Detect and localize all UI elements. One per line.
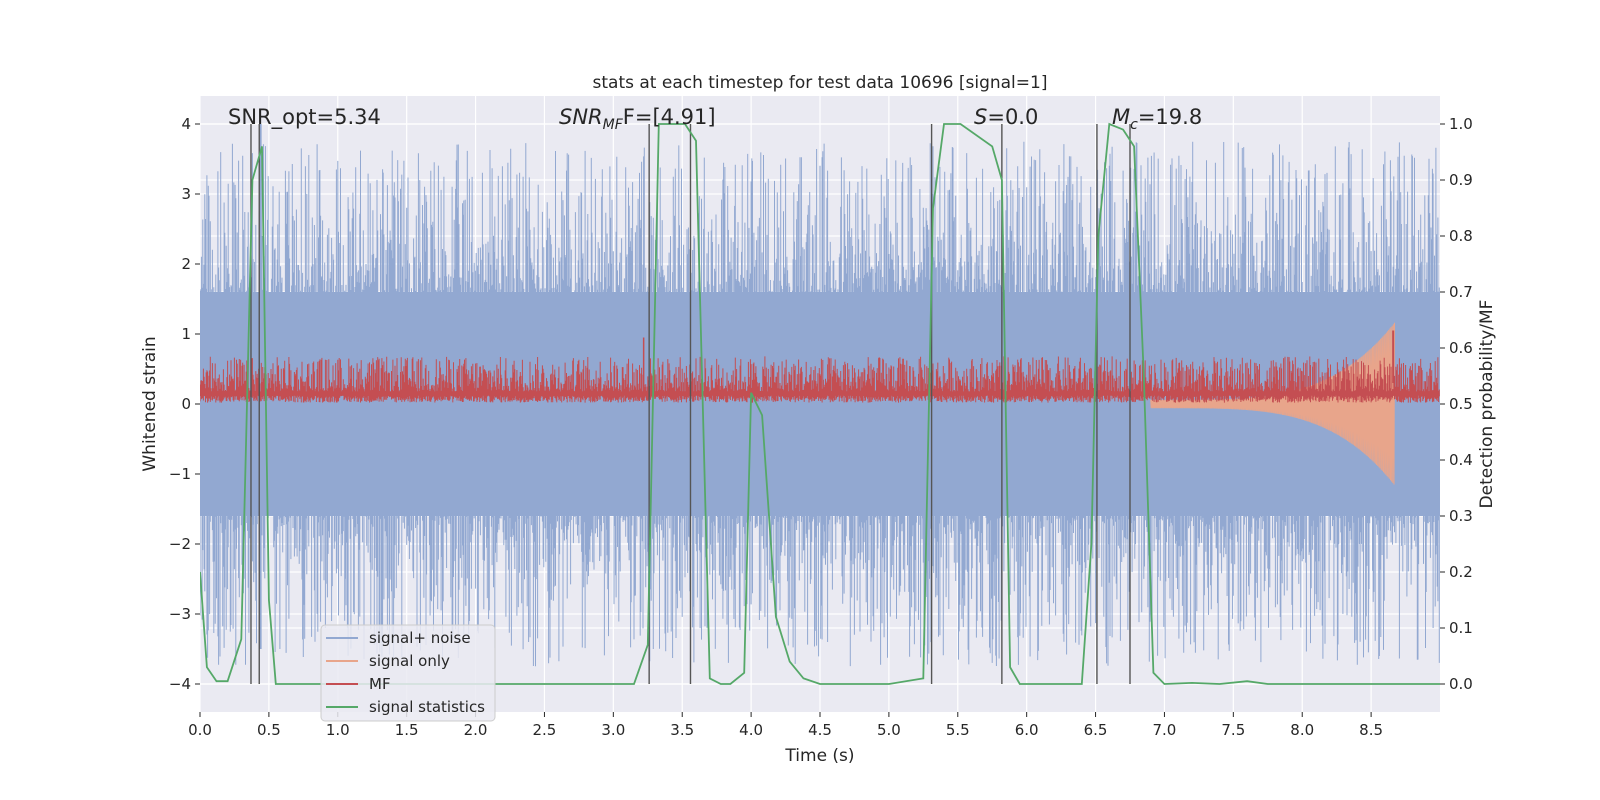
legend-label-signal-only: signal only <box>369 652 450 670</box>
y-tick-label: −1 <box>169 465 191 483</box>
annotation-snr-mf-symbol: SNR <box>559 105 603 129</box>
legend-label-signal-noise: signal+ noise <box>369 629 471 647</box>
mf-band <box>200 356 1440 403</box>
x-tick-label: 1.0 <box>326 721 350 739</box>
chart-title: stats at each timestep for test data 106… <box>593 73 1048 93</box>
mf-series <box>200 330 1440 403</box>
x-tick-label: 7.0 <box>1153 721 1177 739</box>
y2-tick-label: 0.6 <box>1449 339 1473 357</box>
legend-label-signal-statistics: signal statistics <box>369 698 485 716</box>
x-tick-label: 3.5 <box>670 721 694 739</box>
annotation-mc-symbol: M <box>1112 105 1130 129</box>
x-tick-label: 6.5 <box>1084 721 1108 739</box>
x-tick-label: 0.0 <box>188 721 212 739</box>
signal-statistics-line <box>200 122 1440 685</box>
y2-tick-label: 0.4 <box>1449 451 1473 469</box>
y2-tick-label: 0.0 <box>1449 675 1473 693</box>
annotation-s-value: =0.0 <box>987 105 1038 129</box>
x-tick-label: 1.5 <box>395 721 419 739</box>
annotation-snr-mf-value: F=[4.91] <box>623 105 716 129</box>
annotation-snr-opt: SNR_opt=5.34 <box>228 105 381 130</box>
y2-tick-label: 0.3 <box>1449 507 1473 525</box>
annotation-mc-subscript: c <box>1130 117 1138 133</box>
annotation-s-symbol: S <box>974 105 987 129</box>
vertical-markers <box>250 124 1131 684</box>
y2-tick-label: 0.2 <box>1449 563 1473 581</box>
y2-tick-label: 0.9 <box>1449 171 1473 189</box>
x-tick-label: 2.5 <box>533 721 557 739</box>
signal-statistics-series <box>200 122 1440 685</box>
y2-tick-label: 0.5 <box>1449 395 1473 413</box>
x-tick-label: 7.5 <box>1221 721 1245 739</box>
x-tick-label: 8.0 <box>1290 721 1314 739</box>
legend-label-mf: MF <box>369 675 391 693</box>
y-tick-label: −2 <box>169 535 191 553</box>
x-tick-label: 6.0 <box>1015 721 1039 739</box>
x-axis-label: Time (s) <box>784 746 854 766</box>
y-tick-label: −3 <box>169 605 191 623</box>
axis-ticks: 0.0 0.5 1.0 1.5 2.0 2.5 3.0 3.5 4.0 4.5 5.0 5.5 6.0 6… <box>169 115 1473 739</box>
y-tick-label: 4 <box>181 115 191 133</box>
x-tick-label: 0.5 <box>257 721 281 739</box>
y2-tick-label: 1.0 <box>1449 115 1473 133</box>
y2-tick-label: 0.7 <box>1449 283 1473 301</box>
y-tick-label: 2 <box>181 255 191 273</box>
annotation-mc: Mc=19.8 <box>1112 105 1202 133</box>
y-axis-label: Whitened strain <box>140 336 160 471</box>
annotation-snr-mf-subscript: MF <box>603 117 624 133</box>
y-tick-label: 0 <box>181 395 191 413</box>
y2-tick-label: 0.8 <box>1449 227 1473 245</box>
x-tick-label: 5.0 <box>877 721 901 739</box>
x-tick-label: 2.0 <box>464 721 488 739</box>
annotation-s: S=0.0 <box>974 105 1038 129</box>
y2-tick-label: 0.1 <box>1449 619 1473 637</box>
annotation-snr-mf: SNRMFF=[4.91] <box>559 105 716 133</box>
y2-axis-label: Detection probability/MF <box>1477 300 1497 509</box>
y-tick-label: 3 <box>181 185 191 203</box>
x-tick-label: 8.5 <box>1359 721 1383 739</box>
legend-frame <box>320 624 496 722</box>
annotation-mc-value: =19.8 <box>1138 105 1202 129</box>
x-tick-label: 5.5 <box>946 721 970 739</box>
y-tick-label: −4 <box>169 675 191 693</box>
legend: signal+ noise signal only MF signal stat… <box>320 624 496 722</box>
x-tick-label: 4.0 <box>739 721 763 739</box>
x-tick-label: 3.0 <box>601 721 625 739</box>
x-tick-label: 4.5 <box>808 721 832 739</box>
y-tick-label: 1 <box>181 325 191 343</box>
